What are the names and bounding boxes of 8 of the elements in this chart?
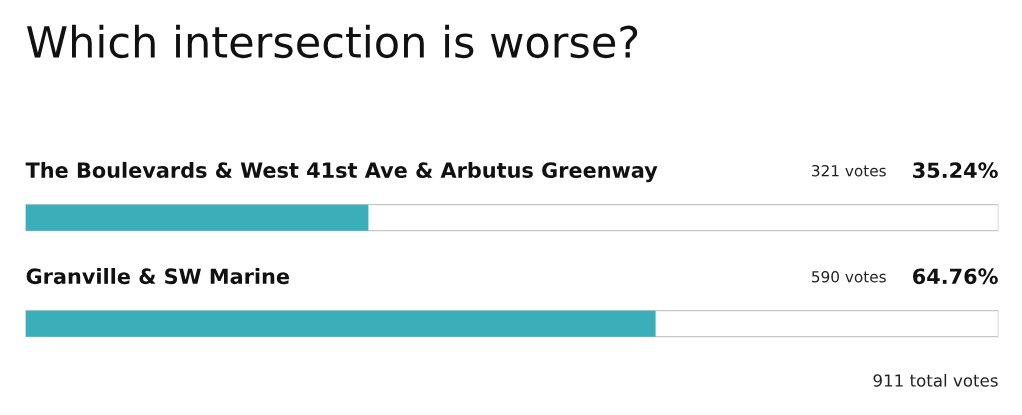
data-label: 64.76% xyxy=(913,268,998,285)
y-tick-label: The Boulevards & West 41st Ave & Arbutus Greenway xyxy=(25,161,658,183)
annotation: 590 votes xyxy=(812,270,886,283)
y-tick-label: Granville & SW Marine xyxy=(26,268,290,285)
chart-title: Which intersection is worse? xyxy=(26,24,638,59)
text: 911 total votes xyxy=(873,373,998,387)
data-label: 35.24% xyxy=(913,162,998,179)
annotation: 321 votes xyxy=(812,164,886,177)
